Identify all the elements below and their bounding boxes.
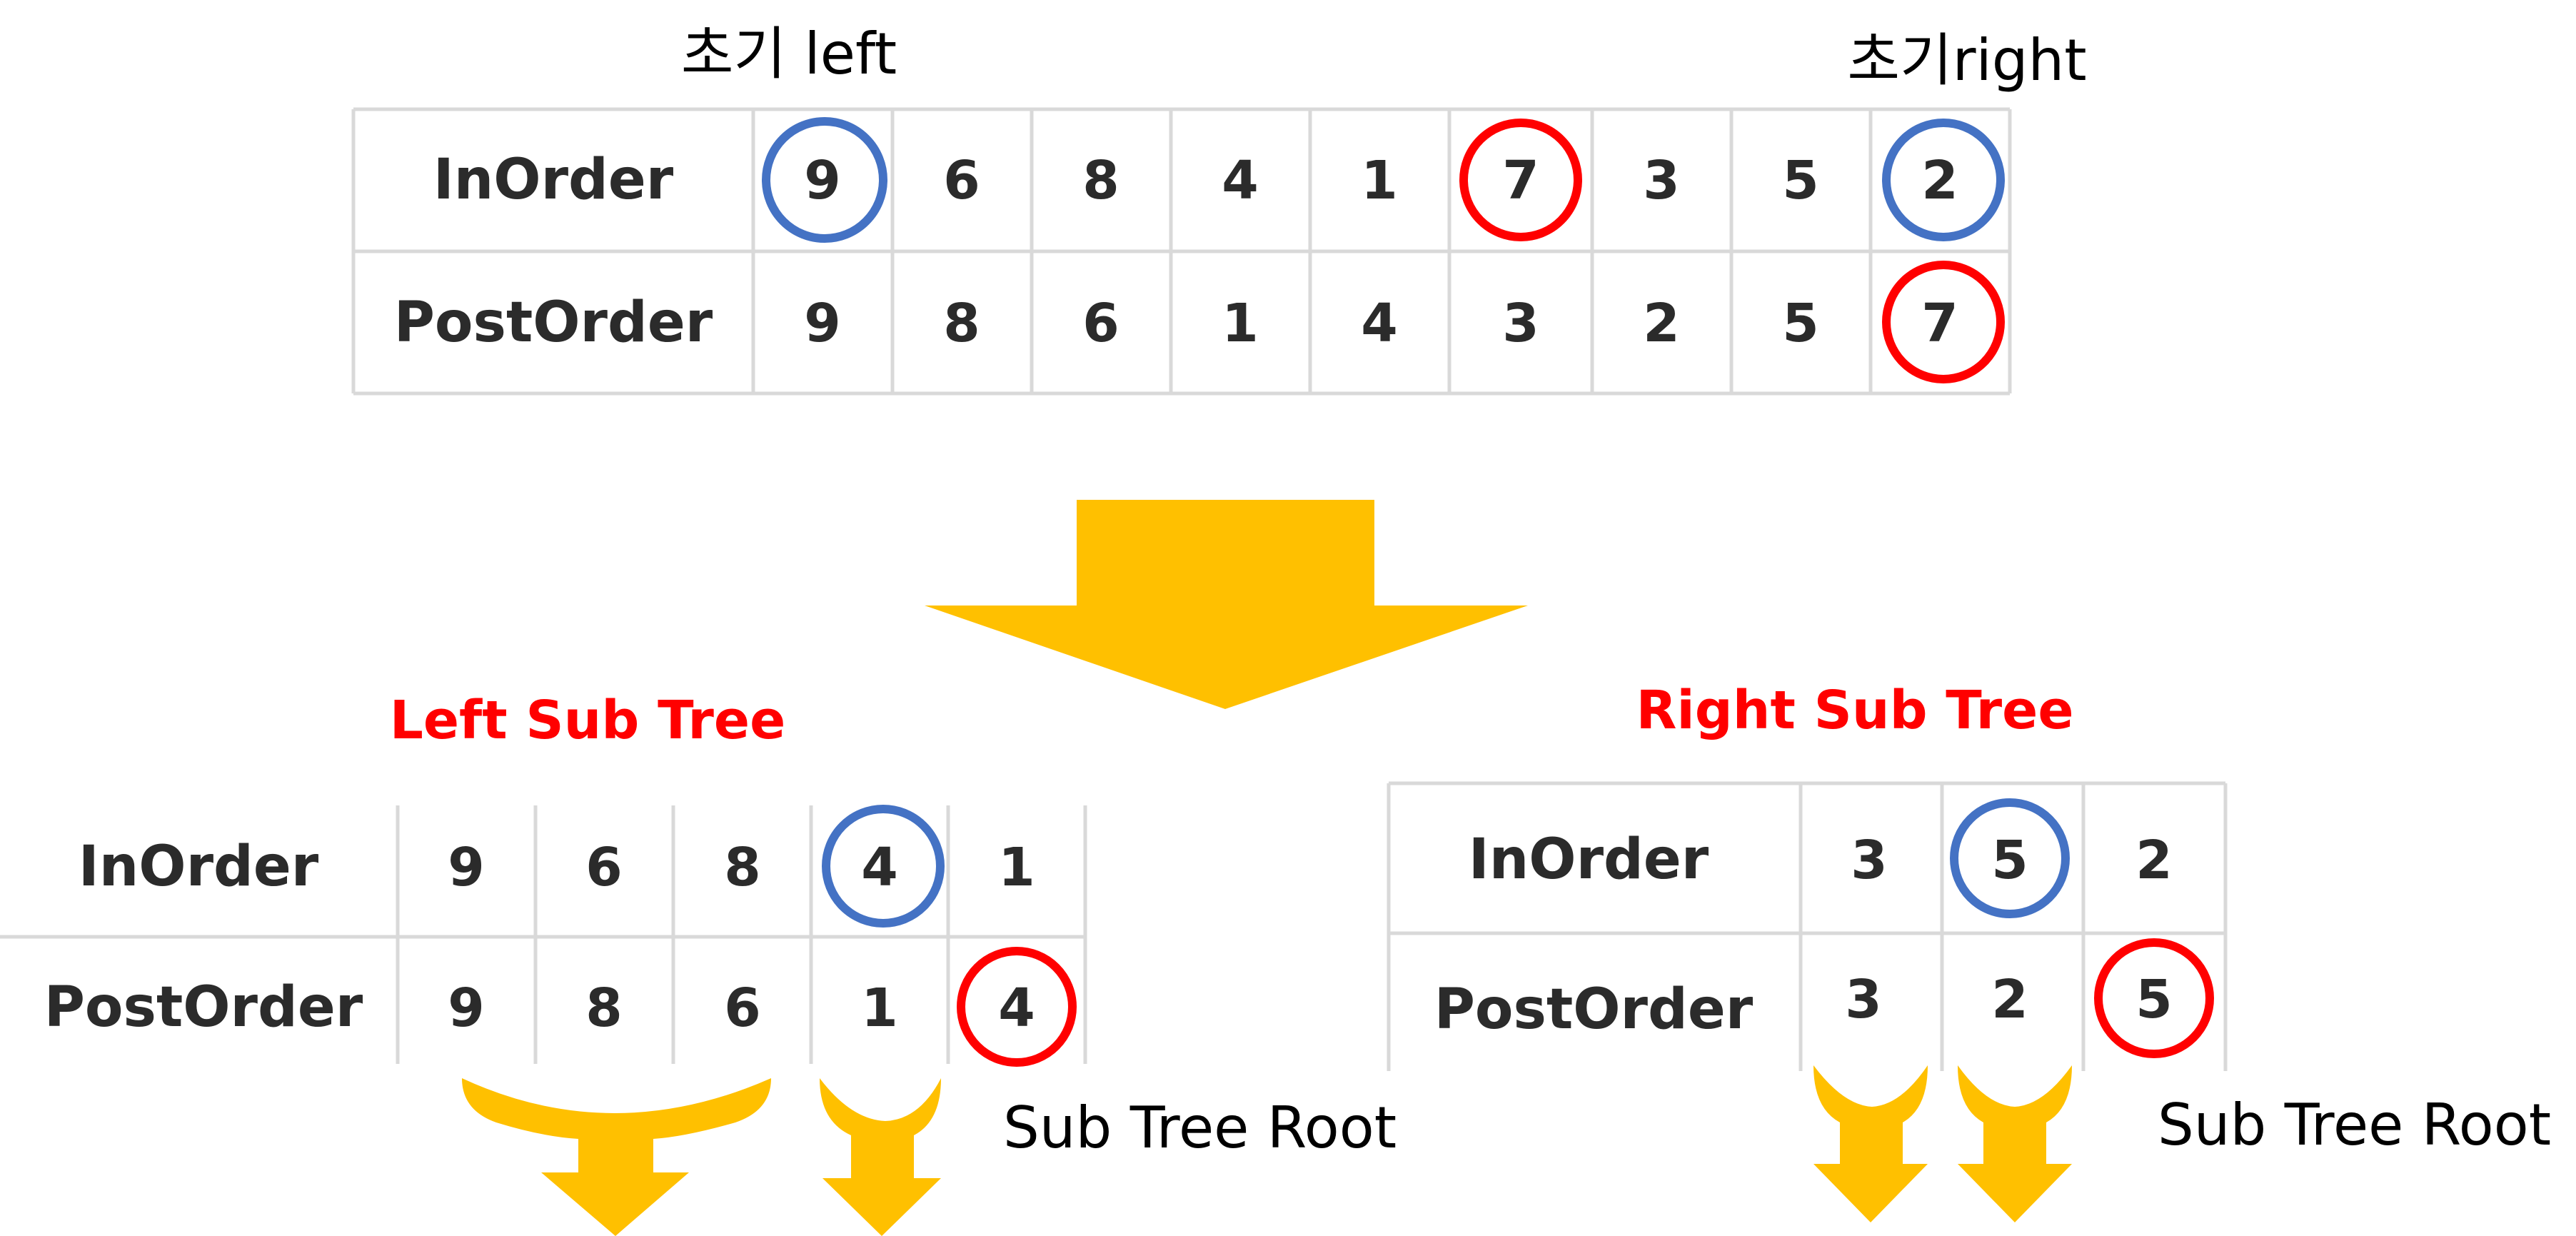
left-postorder-cell: 4 — [998, 978, 1035, 1039]
left-inorder-cell: 1 — [998, 837, 1035, 898]
left-postorder-cell: 8 — [585, 978, 623, 1039]
initial-left-highlight-circle — [762, 117, 887, 243]
root-inorder-highlight-circle — [1459, 119, 1582, 241]
left-subtree-root-caption: Sub Tree Root — [1003, 1095, 1397, 1161]
main-table-grid — [351, 107, 2012, 396]
left-left-subtree-arrow-icon — [462, 1078, 771, 1236]
right-table-grid — [1387, 781, 2228, 1071]
root-postorder-highlight-circle — [1882, 261, 2005, 383]
right-postorder-cell: 3 — [1845, 969, 1882, 1030]
main-inorder-cell: 5 — [1782, 150, 1819, 211]
right-right-subtree-arrow-icon — [1958, 1065, 2072, 1222]
right-postorder-row: 3 2 5 — [1845, 969, 2173, 1030]
main-inorder-cell: 3 — [1643, 150, 1680, 211]
main-postorder-cell: 3 — [1502, 293, 1539, 354]
right-postorder-cell: 5 — [2135, 969, 2173, 1030]
left-postorder-cell: 9 — [448, 978, 485, 1039]
main-inorder-row: 9 6 8 4 1 7 3 5 2 — [804, 150, 1958, 211]
right-subtree-root-caption: Sub Tree Root — [2158, 1092, 2551, 1158]
left-inorder-header: InOrder — [79, 835, 319, 899]
initial-right-label: 초기right — [1847, 27, 2086, 94]
main-inorder-cell: 6 — [943, 150, 980, 211]
right-subroot-postorder-circle — [2094, 938, 2214, 1058]
main-postorder-cell: 9 — [804, 293, 841, 354]
big-down-arrow-icon — [925, 500, 1528, 709]
left-inorder-cell: 8 — [724, 837, 761, 898]
left-postorder-header: PostOrder — [44, 975, 363, 1040]
main-postorder-row: 9 8 6 1 4 3 2 5 7 — [804, 293, 1958, 354]
main-inorder-cell: 1 — [1361, 150, 1398, 211]
initial-left-label: 초기 left — [681, 21, 897, 87]
right-inorder-header: InOrder — [1469, 828, 1709, 892]
right-postorder-header: PostOrder — [1434, 978, 1754, 1042]
main-inorder-cell: 8 — [1082, 150, 1120, 211]
left-postorder-row: 9 8 6 1 4 — [448, 978, 1035, 1039]
main-inorder-header: InOrder — [433, 148, 674, 212]
left-inorder-cell: 6 — [585, 837, 623, 898]
right-inorder-cell: 5 — [1991, 830, 2028, 891]
main-inorder-cell: 7 — [1502, 150, 1539, 211]
right-inorder-cell: 3 — [1851, 830, 1888, 891]
right-left-subtree-arrow-icon — [1813, 1065, 1928, 1222]
left-inorder-cell: 4 — [861, 837, 898, 898]
main-inorder-cell: 2 — [1921, 150, 1958, 211]
left-subtree-table: InOrder PostOrder 9 6 8 4 1 9 8 6 1 4 — [0, 805, 1087, 1067]
main-postorder-cell: 8 — [943, 293, 980, 354]
main-postorder-cell: 1 — [1222, 293, 1259, 354]
main-postorder-cell: 7 — [1921, 293, 1958, 354]
initial-right-highlight-circle — [1882, 119, 2005, 241]
right-inorder-cell: 2 — [2135, 830, 2173, 891]
right-postorder-cell: 2 — [1991, 969, 2028, 1030]
left-inorder-row: 9 6 8 4 1 — [448, 837, 1035, 898]
left-table-grid — [0, 805, 1087, 1064]
main-postorder-cell: 4 — [1361, 293, 1398, 354]
left-postorder-cell: 6 — [724, 978, 761, 1039]
right-subroot-inorder-circle — [1950, 798, 2070, 918]
left-inorder-cell: 9 — [448, 837, 485, 898]
right-subtree-title: Right Sub Tree — [1636, 680, 2073, 741]
main-table: InOrder PostOrder 9 6 8 4 1 7 3 5 2 9 8 … — [351, 107, 2012, 396]
main-inorder-cell: 4 — [1222, 150, 1259, 211]
right-subtree-table: InOrder PostOrder 3 5 2 3 2 5 — [1387, 781, 2228, 1071]
main-inorder-cell: 9 — [804, 150, 841, 211]
left-subroot-postorder-circle — [957, 947, 1077, 1067]
main-postorder-header: PostOrder — [394, 291, 713, 355]
main-postorder-cell: 2 — [1643, 293, 1680, 354]
main-postorder-cell: 6 — [1082, 293, 1120, 354]
right-inorder-row: 3 5 2 — [1851, 830, 2173, 891]
left-postorder-cell: 1 — [861, 978, 898, 1039]
left-right-subtree-arrow-icon — [820, 1078, 941, 1236]
left-subtree-title: Left Sub Tree — [390, 690, 786, 751]
left-subroot-inorder-circle — [822, 805, 945, 928]
main-postorder-cell: 5 — [1782, 293, 1819, 354]
